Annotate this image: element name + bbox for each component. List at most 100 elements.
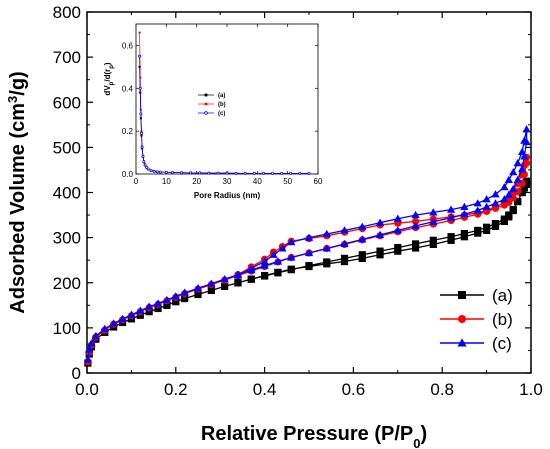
data-point bbox=[260, 261, 269, 269]
data-point bbox=[91, 331, 101, 340]
data-point bbox=[429, 236, 437, 244]
data-point bbox=[504, 175, 513, 183]
data-point bbox=[509, 184, 518, 192]
inset-x-tick-label: 0 bbox=[134, 177, 139, 186]
y-axis-label-main: Adsorbed Volume (cm bbox=[7, 103, 29, 314]
x-axis-label-main: Relative Pressure (P/P bbox=[201, 423, 413, 445]
data-point bbox=[153, 299, 163, 307]
data-point bbox=[220, 275, 229, 283]
inset-data-point bbox=[149, 169, 153, 173]
data-point bbox=[278, 244, 287, 252]
legend-label: (a) bbox=[492, 286, 513, 305]
inset-data-point bbox=[138, 86, 142, 90]
data-point bbox=[260, 257, 269, 265]
data-point bbox=[274, 268, 282, 276]
inset-data-point bbox=[189, 171, 193, 175]
y-axis-label: Adsorbed Volume (cm3/g) bbox=[5, 71, 30, 313]
inset-data-point bbox=[280, 171, 284, 175]
data-point bbox=[411, 244, 420, 252]
inset-legend-marker bbox=[204, 111, 208, 115]
y-tick-label: 400 bbox=[53, 184, 81, 203]
data-point bbox=[118, 314, 127, 322]
series-line bbox=[87, 157, 528, 362]
data-point bbox=[304, 248, 314, 257]
inset-x-tick-label: 60 bbox=[314, 177, 323, 186]
inset-x-tick-label: 10 bbox=[162, 177, 171, 186]
data-point bbox=[340, 257, 349, 266]
data-point bbox=[375, 218, 385, 226]
inset-y-tick-label: 0.4 bbox=[122, 84, 134, 93]
data-point bbox=[411, 210, 420, 219]
data-point bbox=[172, 298, 180, 306]
inset-data-point bbox=[216, 171, 220, 175]
inset-legend-label: (a) bbox=[218, 93, 225, 99]
series-2 bbox=[83, 125, 531, 363]
data-point bbox=[500, 217, 508, 225]
data-point bbox=[163, 301, 171, 309]
main-plot: 0.0 0.2 0.4 0.6 0.8 1.00100200300400500600700… bbox=[5, 3, 543, 449]
legend-label: (b) bbox=[492, 310, 513, 329]
data-point bbox=[358, 235, 367, 243]
data-point bbox=[247, 275, 255, 283]
inset-data-point bbox=[152, 169, 156, 173]
data-point bbox=[513, 175, 522, 183]
data-point bbox=[269, 250, 278, 258]
legend-marker bbox=[458, 291, 466, 299]
data-point bbox=[518, 188, 526, 197]
x-tick-label: 0.4 bbox=[253, 380, 277, 399]
data-point bbox=[207, 279, 216, 287]
legend-marker bbox=[457, 338, 467, 347]
y-tick-label: 600 bbox=[53, 93, 81, 112]
data-point bbox=[509, 168, 518, 176]
data-point bbox=[127, 310, 136, 318]
data-point bbox=[287, 237, 296, 246]
inset-data-point bbox=[155, 170, 159, 174]
data-point bbox=[145, 308, 153, 316]
data-point bbox=[109, 319, 118, 327]
inset-data-point bbox=[138, 31, 141, 34]
data-point bbox=[411, 240, 420, 248]
x-tick-label: 0.6 bbox=[342, 380, 366, 399]
data-point bbox=[85, 345, 94, 353]
inset-y-tick-label: 0.0 bbox=[122, 170, 134, 179]
data-point bbox=[358, 222, 367, 230]
data-point bbox=[247, 264, 256, 272]
inset-frame bbox=[135, 23, 319, 175]
data-point bbox=[491, 190, 500, 198]
data-point bbox=[520, 184, 528, 192]
x-tick-label: 0.2 bbox=[164, 380, 188, 399]
inset-y-tick-label: 0.2 bbox=[122, 127, 134, 136]
data-point bbox=[145, 302, 154, 310]
data-point bbox=[83, 355, 93, 363]
data-point bbox=[429, 240, 437, 248]
inset-data-point bbox=[261, 171, 265, 175]
data-point bbox=[358, 254, 366, 262]
x-tick-label: 1.0 bbox=[519, 380, 543, 399]
data-point bbox=[482, 195, 491, 203]
x-axis-label-end: ) bbox=[420, 423, 427, 445]
inset-data-point bbox=[158, 170, 162, 174]
data-point bbox=[154, 304, 162, 313]
data-point bbox=[171, 292, 180, 300]
inset-legend-marker bbox=[204, 102, 208, 106]
inset-y-axis-label: dVp/d(rp) bbox=[103, 62, 115, 95]
x-axis-label-sub: 0 bbox=[413, 436, 420, 449]
data-point bbox=[234, 279, 242, 287]
inset-y-label-main: dV bbox=[103, 85, 112, 96]
data-point bbox=[287, 253, 296, 261]
inset-data-point bbox=[243, 171, 247, 175]
inset-legend-label: (b) bbox=[218, 102, 226, 108]
data-point bbox=[514, 197, 522, 206]
data-point bbox=[393, 226, 402, 234]
x-tick-label: 0.8 bbox=[430, 380, 454, 399]
inset-data-point bbox=[289, 171, 293, 175]
inset-legend-marker bbox=[204, 93, 208, 97]
inset-data-point bbox=[141, 154, 145, 158]
inset-legend-label: (c) bbox=[218, 111, 225, 117]
y-axis-label-end: /g) bbox=[7, 71, 29, 95]
inset-x-tick-label: 50 bbox=[283, 177, 292, 186]
data-point bbox=[509, 206, 517, 215]
data-point bbox=[491, 222, 500, 230]
data-point bbox=[522, 125, 531, 133]
